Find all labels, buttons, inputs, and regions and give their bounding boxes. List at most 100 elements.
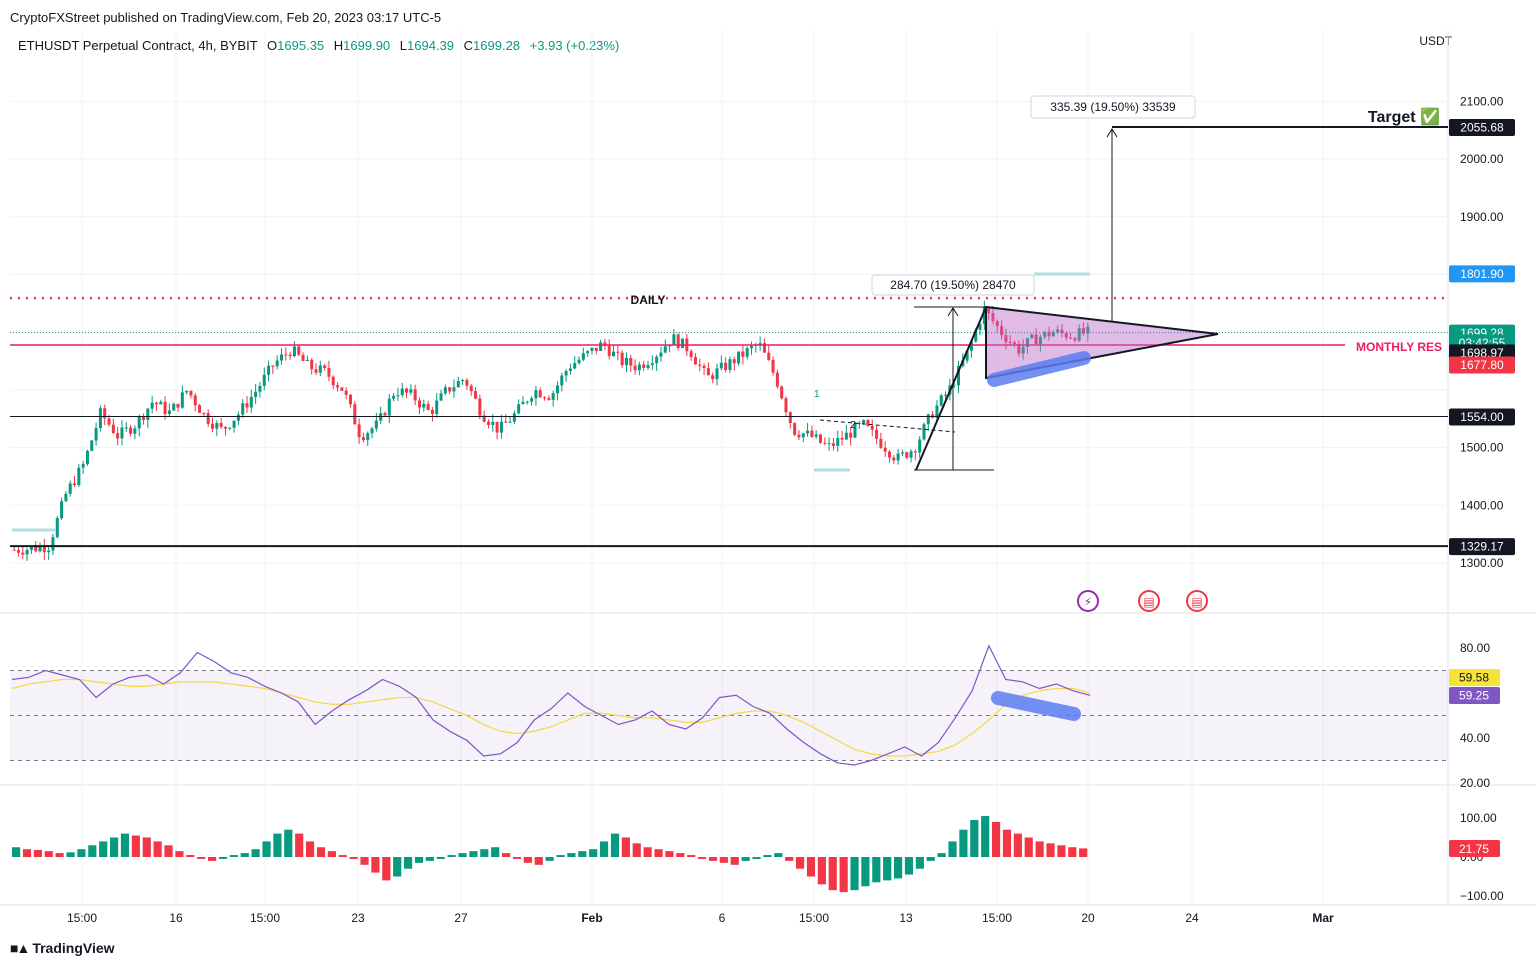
candle-body <box>482 415 486 422</box>
candle-body <box>279 354 284 361</box>
panel-separators <box>0 30 1536 906</box>
candle-body <box>823 442 827 444</box>
candle-body <box>185 390 189 393</box>
candle-body <box>374 420 378 429</box>
candle-body <box>370 428 374 434</box>
histogram-bar <box>676 853 685 857</box>
measure-2-label: 335.39 (19.50%) 33539 <box>1050 100 1176 114</box>
histogram-bar <box>208 857 217 861</box>
candle-body <box>568 368 572 371</box>
histogram-bar <box>229 855 238 857</box>
rsi-divergence-highlight <box>991 691 1081 721</box>
histogram-bar <box>512 857 522 859</box>
histogram-bar <box>948 841 957 857</box>
price-tag-bg <box>1449 538 1515 556</box>
price-tag: 1677.80 <box>1449 356 1515 374</box>
candle-body <box>530 398 534 402</box>
histogram-bar <box>153 841 162 857</box>
price-tag-label: 1677.80 <box>1460 358 1504 372</box>
histogram-bar <box>556 855 565 857</box>
candle-body <box>430 409 434 415</box>
candle-body <box>935 405 939 418</box>
measure-1-arrowhead <box>947 307 959 317</box>
candle-body <box>551 393 555 400</box>
measure-2-arrowhead <box>1106 128 1118 138</box>
us-flag-event-icon[interactable]: ▤ <box>1138 590 1160 612</box>
tradingview-logo[interactable]: ■▲ TradingView <box>10 940 115 956</box>
candle-body <box>262 374 266 386</box>
candle-body <box>724 362 728 370</box>
candle-body <box>198 405 202 413</box>
candle-body <box>775 372 779 387</box>
time-tick-label: Feb <box>581 911 602 925</box>
us-flag-event-icon[interactable]: ▤ <box>1186 590 1208 612</box>
candle-body <box>659 352 663 357</box>
candle-body <box>883 447 887 452</box>
price-pane[interactable] <box>12 300 1090 561</box>
candle-body <box>452 387 456 392</box>
histogram-bar <box>142 837 151 857</box>
candle-body <box>81 464 85 468</box>
candle-body <box>25 549 29 555</box>
rsi-pane[interactable] <box>10 644 1448 766</box>
candle-body <box>650 363 654 366</box>
candle-body <box>133 428 137 434</box>
candle-body <box>681 338 685 349</box>
candle-body <box>301 354 305 361</box>
candle-body <box>288 354 292 357</box>
candle-body <box>974 330 978 342</box>
candle-body <box>668 345 672 347</box>
candle-body <box>98 408 102 429</box>
candle-body <box>797 434 801 438</box>
event-markers[interactable]: ⚡ ▤ ▤ <box>1077 590 1208 612</box>
histogram-bar <box>382 857 391 881</box>
price-tag-label: 1329.17 <box>1460 540 1504 554</box>
wave-dashed-line <box>819 419 956 433</box>
us-flag-event-icon-glyph: ▤ <box>1191 595 1202 609</box>
candle-body <box>978 324 982 331</box>
time-axis[interactable]: 15:00 16 15:00 23 27 Feb 6 15:00 13 15:00 20 24 Mar <box>67 911 1334 925</box>
candle-body <box>331 376 335 386</box>
candle-body <box>176 403 180 408</box>
candle-body <box>12 549 16 551</box>
candle-body <box>793 422 797 435</box>
symbol-legend[interactable]: ETHUSDT Perpetual Contract, 4h, BYBIT O1… <box>18 38 619 53</box>
price-tag-bg <box>1449 356 1515 374</box>
candle-body <box>900 452 904 454</box>
histogram-bar <box>730 857 739 865</box>
candle-body <box>323 365 327 368</box>
candle-body <box>762 343 766 353</box>
histogram-bar <box>567 853 576 857</box>
candle-body <box>47 550 51 553</box>
candle-body <box>870 425 874 430</box>
candle-body <box>1021 346 1025 354</box>
rsi-ma-line <box>11 678 1091 757</box>
histogram-bar <box>447 855 456 857</box>
candle-body <box>344 390 348 395</box>
histogram-tick-label: 100.00 <box>1460 811 1497 825</box>
histogram-pane[interactable] <box>12 816 1088 893</box>
histogram-bar <box>22 849 32 857</box>
candle-body <box>629 357 633 366</box>
candle-body <box>594 347 598 351</box>
histogram-bar <box>33 849 42 857</box>
flash-event-icon[interactable]: ⚡ <box>1077 590 1099 612</box>
candle-body <box>758 343 762 345</box>
candle-body <box>236 414 240 421</box>
candle-body <box>258 385 262 392</box>
histogram-bar <box>110 837 119 857</box>
histogram-bar <box>970 819 979 857</box>
candle-body <box>909 451 913 458</box>
histogram-bar <box>894 857 903 879</box>
price-axis[interactable]: 2100.00 2000.00 1900.00 1500.00 1400.00 1300.… <box>1449 94 1515 903</box>
candle-body <box>150 402 154 409</box>
price-tag: 1554.00 <box>1449 408 1515 426</box>
histogram-bar <box>55 853 64 857</box>
candle-body <box>340 387 344 391</box>
candle-body <box>965 350 969 361</box>
candle-body <box>249 396 253 408</box>
histogram-bar <box>741 857 750 861</box>
histogram-bar <box>240 853 249 857</box>
candle-body <box>163 401 167 415</box>
